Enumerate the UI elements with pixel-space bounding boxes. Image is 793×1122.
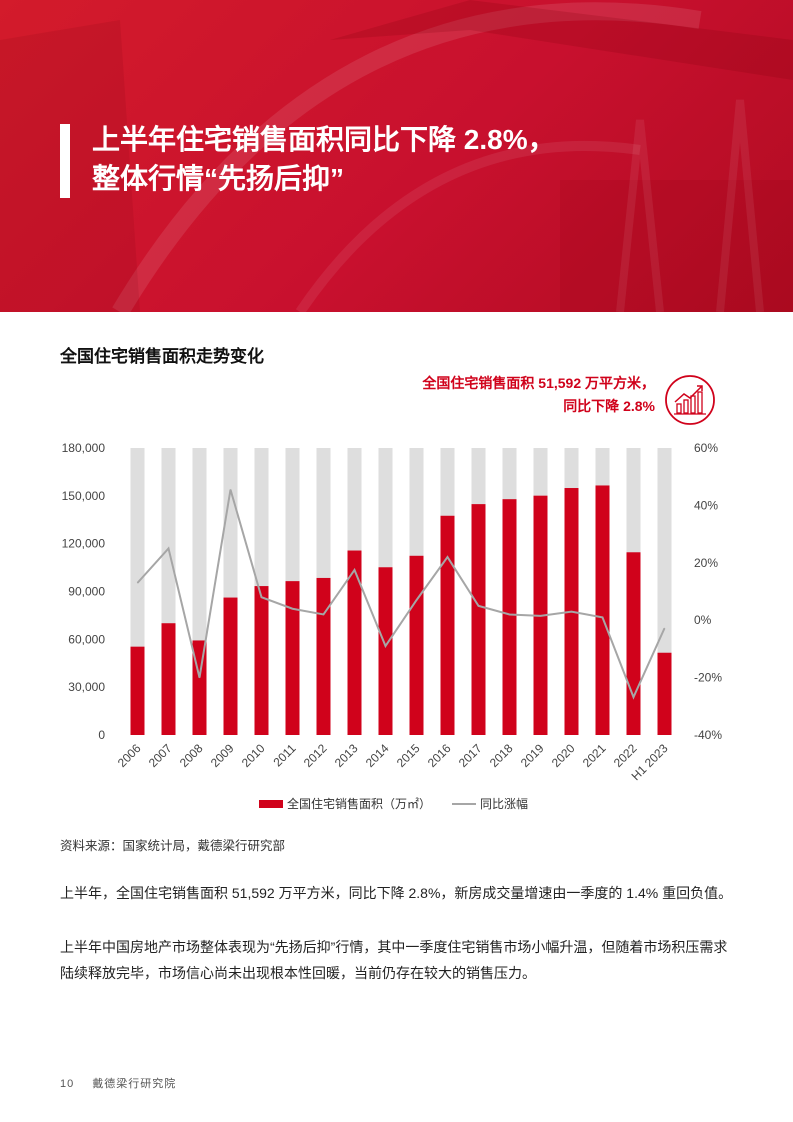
legend-label-line: 同比涨幅 (480, 796, 528, 811)
yoy-line (136, 489, 666, 700)
legend-swatch-bars (259, 800, 283, 808)
bar (161, 623, 176, 735)
growth-chart-icon (665, 375, 715, 425)
line-point (633, 696, 634, 698)
x-axis-tick: 2015 (394, 741, 423, 770)
x-axis-tick: 2019 (518, 741, 547, 770)
left-axis-tick: 180,000 (62, 441, 106, 455)
footer-org: 戴德梁行研究院 (92, 1078, 177, 1090)
x-axis-tick: 2007 (146, 741, 175, 770)
x-axis-tick: 2010 (239, 741, 268, 770)
bar (409, 555, 424, 735)
left-axis-tick: 30,000 (68, 680, 105, 694)
title-accent-bar (60, 124, 70, 198)
line-point (509, 613, 510, 615)
paragraph-1: 上半年，全国住宅销售面积 51,592 万平方米，同比下降 2.8%，新房成交量… (60, 885, 733, 901)
bar (378, 567, 393, 735)
callout-line-2: 同比下降 2.8% (563, 398, 655, 414)
chart-callout: 全国住宅销售面积 51,592 万平方米， 同比下降 2.8% (422, 372, 655, 418)
x-axis-tick: 2013 (332, 741, 361, 770)
x-axis-tick: 2020 (549, 741, 578, 770)
paragraph-2: 上半年中国房地产市场整体表现为“先扬后抑”行情，其中一季度住宅销售市场小幅升温，… (60, 939, 728, 981)
left-axis-tick: 90,000 (68, 585, 105, 599)
title-line-1: 上半年住宅销售面积同比下降 2.8%， (92, 124, 556, 155)
page-number: 10 (60, 1078, 75, 1090)
line-point (323, 613, 324, 615)
line-point (416, 599, 417, 601)
left-axis-tick: 120,000 (62, 537, 106, 551)
bar (223, 597, 238, 735)
bar (254, 586, 269, 735)
bar (130, 646, 145, 735)
right-axis-tick: -20% (694, 671, 722, 685)
x-axis-tick: 2011 (270, 741, 298, 769)
title-line-2: 整体行情“先扬后抑” (92, 163, 345, 194)
right-axis-tick: 40% (694, 498, 718, 512)
right-axis-tick: -40% (694, 728, 722, 742)
line-point (230, 489, 231, 491)
x-axis-tick: 2016 (425, 741, 454, 770)
line-point (354, 569, 355, 571)
x-axis-tick: 2009 (208, 741, 237, 770)
line-point (571, 611, 572, 613)
right-axis-tick: 20% (694, 556, 718, 570)
bar (502, 499, 517, 735)
line-point (602, 616, 603, 618)
header-banner: 上半年住宅销售面积同比下降 2.8%， 整体行情“先扬后抑” (0, 0, 793, 312)
left-axis-tick: 0 (98, 728, 105, 742)
bar (316, 577, 331, 735)
bar (285, 581, 300, 735)
line-point (292, 608, 293, 610)
line-point (540, 615, 541, 617)
line-point (168, 547, 169, 549)
sales-area-chart: 180,000 150,000 120,000 90,000 60,000 30,000 0… (62, 441, 723, 811)
line-point (447, 556, 448, 558)
right-axis-tick: 0% (694, 613, 712, 627)
x-axis-tick: 2018 (487, 741, 516, 770)
x-axis-tick: 2014 (363, 741, 392, 770)
right-axis-tick: 60% (694, 441, 718, 455)
left-axis-tick: 60,000 (68, 632, 105, 646)
x-axis-tick: 2012 (301, 741, 330, 770)
callout-line-1: 全国住宅销售面积 51,592 万平方米， (422, 375, 655, 391)
source-note: 资料来源：国家统计局，戴德梁行研究部 (60, 839, 286, 853)
bar (626, 552, 641, 735)
x-axis-tick: 2021 (580, 741, 609, 770)
page-title: 上半年住宅销售面积同比下降 2.8%， 整体行情“先扬后抑” (92, 120, 556, 198)
bar (440, 515, 455, 735)
left-axis-tick: 150,000 (62, 489, 106, 503)
x-axis-tick: 2008 (177, 741, 206, 770)
bar (657, 652, 672, 735)
line-point (261, 596, 262, 598)
bar (595, 485, 610, 735)
line-point (199, 677, 200, 679)
chart-title: 全国住宅销售面积走势变化 (60, 347, 264, 366)
line-point (385, 645, 386, 647)
legend-label-bars: 全国住宅销售面积（万㎡） (287, 796, 431, 811)
page-footer: 10 戴德梁行研究院 (60, 1075, 176, 1091)
line-point (137, 582, 138, 584)
x-axis-tick: 2006 (115, 741, 144, 770)
bar (347, 550, 362, 735)
line-point (478, 605, 479, 607)
architecture-background-graphic (0, 0, 793, 312)
line-point (664, 627, 665, 629)
bar (471, 504, 486, 735)
x-axis-tick: 2017 (456, 741, 485, 770)
